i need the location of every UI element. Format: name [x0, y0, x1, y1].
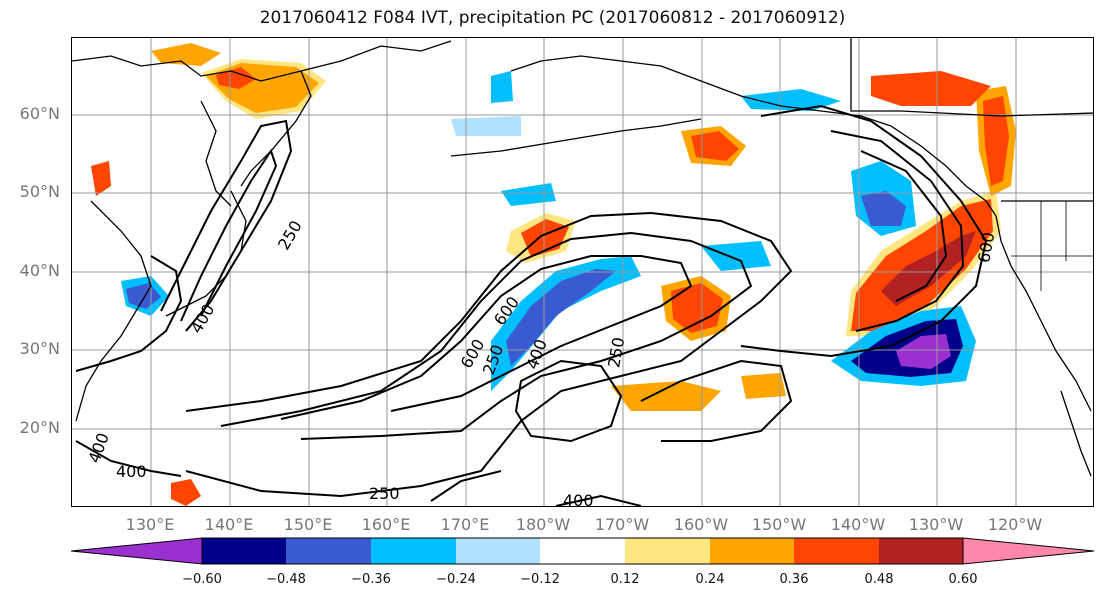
colorbar-bin-2	[286, 538, 371, 564]
lon-label-160e: 160°E	[361, 515, 411, 534]
ivt-contour-pnw-inner	[830, 130, 965, 332]
coastline-okhotsk	[200, 100, 232, 207]
precip-negative-mid-pacific	[701, 241, 771, 271]
ivt-contour-400	[220, 231, 753, 440]
contour-label-400-southwest: 400	[116, 462, 147, 481]
colorbar-tick-048: 0.48	[864, 572, 894, 587]
precip-positive-subtropical	[611, 381, 721, 411]
precip-negative-north-central	[501, 183, 556, 206]
precip-positive-central-pacific-core	[521, 219, 569, 257]
lon-label-150e: 150°E	[283, 515, 333, 534]
ivt-contour-south-ridge	[640, 359, 793, 442]
colorbar-tick-060: 0.60	[948, 572, 978, 587]
precip-positive-pnw-peak	[881, 231, 976, 306]
coastline-alaska	[510, 55, 892, 127]
precip-positive-west-japan	[91, 161, 111, 196]
colorbar-tick-036: 0.36	[779, 572, 809, 587]
colorbar-tick-024: 0.24	[695, 572, 725, 587]
lon-label-130e: 130°E	[125, 515, 175, 534]
colorbar-tick-neg060: −0.60	[182, 572, 222, 587]
ivt-contour-250-outer	[185, 211, 793, 498]
colorbar-bin-9	[879, 538, 963, 564]
lon-label-140w: 140°W	[830, 515, 886, 534]
precip-negative-central-band	[491, 256, 641, 391]
contour-label-400-japan: 400	[187, 301, 219, 337]
precip-positive-regions	[91, 43, 1016, 506]
lon-label-120w: 120°W	[987, 515, 1043, 534]
map-title: 2017060412 F084 IVT, precipitation PC (2…	[259, 8, 846, 28]
ivt-contours	[75, 104, 988, 506]
ivt-contour-southwest-400	[75, 440, 182, 477]
coastline-baja	[1060, 390, 1092, 477]
precip-negative-alaska-south	[741, 89, 841, 111]
precip-positive-kamchatka-peak	[216, 67, 256, 89]
lat-label-40n: 40°N	[19, 261, 60, 280]
contour-label-400-south-east: 400	[563, 491, 594, 507]
ivt-contour-japan-outer	[160, 119, 293, 332]
colorbar-bin-5	[540, 538, 625, 564]
lon-label-140e: 140°E	[204, 515, 254, 534]
precip-negative-central-band-core	[506, 269, 616, 366]
lon-label-130w: 130°W	[908, 515, 964, 534]
colorbar-bin-7	[710, 538, 794, 564]
colorbar-bin-3	[371, 538, 456, 564]
colorbar-bin-8	[794, 538, 879, 564]
colorbar-bin-6	[625, 538, 710, 564]
lon-label-170e: 170°E	[440, 515, 490, 534]
colorbar-tick-neg036: −0.36	[351, 572, 391, 587]
colorbar-tick-012: 0.12	[610, 572, 640, 587]
contour-label-250-south: 250	[369, 484, 400, 503]
colorbar	[71, 537, 1095, 565]
coastline-aleutians	[450, 118, 702, 157]
colorbar-tick-neg048: −0.48	[266, 572, 306, 587]
colorbar-outline	[201, 537, 964, 565]
contour-label-250-japan: 250	[274, 217, 306, 253]
precip-negative-gulf-alaska-core	[861, 191, 906, 226]
ivt-contour-subtropical-loop	[514, 359, 623, 443]
coastline-asia	[72, 40, 452, 82]
precip-positive-east-subtropical	[741, 373, 786, 399]
ivt-contour-pnw-core	[860, 150, 948, 302]
map-panel: 250 400 600 250 400 600 250 400 600 400 …	[71, 37, 1094, 507]
colorbar-tick-neg012: −0.12	[520, 572, 560, 587]
precip-positive-canada-north	[871, 71, 991, 106]
precip-negative-bering	[491, 71, 513, 103]
ivt-contour-pnw-outer	[740, 104, 988, 358]
precip-positive-alaska-gulf-core	[691, 131, 739, 161]
lon-label-150w: 150°W	[751, 515, 807, 534]
ivt-contour-south-400-east	[555, 494, 642, 506]
coastline-kamchatka	[240, 70, 312, 187]
map-svg: 250 400 600 250 400 600 250 400 600 400 …	[72, 38, 1093, 507]
lat-label-30n: 30°N	[19, 339, 60, 358]
lat-label-60n: 60°N	[19, 104, 60, 123]
lat-label-20n: 20°N	[19, 418, 60, 437]
precip-positive-bc-coast-core	[983, 96, 1009, 186]
precip-positive-north-pacific-top	[151, 43, 221, 66]
lon-label-180w: 180°W	[515, 515, 571, 534]
ivt-contour-japan-sea	[75, 255, 183, 372]
lon-label-160w: 160°W	[673, 515, 729, 534]
precip-positive-band-center-core	[671, 283, 723, 333]
contour-label-600-pnw: 600	[974, 231, 998, 264]
contour-label-250-center: 250	[604, 336, 628, 369]
precip-negative-japan-sea-core	[126, 283, 161, 309]
colorbar-bin-4	[456, 538, 540, 564]
precip-negative-regions	[121, 71, 976, 391]
ivt-contour-japan-inner	[180, 148, 278, 322]
colorbar-tick-neg024: −0.24	[436, 572, 476, 587]
ivt-contour-south-250	[430, 470, 502, 502]
border-state-lines	[1011, 201, 1093, 291]
ivt-contour-600	[280, 255, 693, 420]
coastline-canada-coast	[890, 125, 1092, 412]
lon-label-170w: 170°W	[594, 515, 650, 534]
precip-negative-aleutian	[451, 116, 521, 136]
lat-label-50n: 50°N	[19, 182, 60, 201]
colorbar-extend-high	[962, 537, 1095, 565]
colorbar-extend-low	[71, 537, 203, 565]
coastline-korea-china	[75, 200, 152, 422]
colorbar-bin-1	[202, 538, 286, 564]
precip-positive-sw-corner	[171, 479, 201, 506]
coastline-arctic	[850, 38, 1093, 117]
